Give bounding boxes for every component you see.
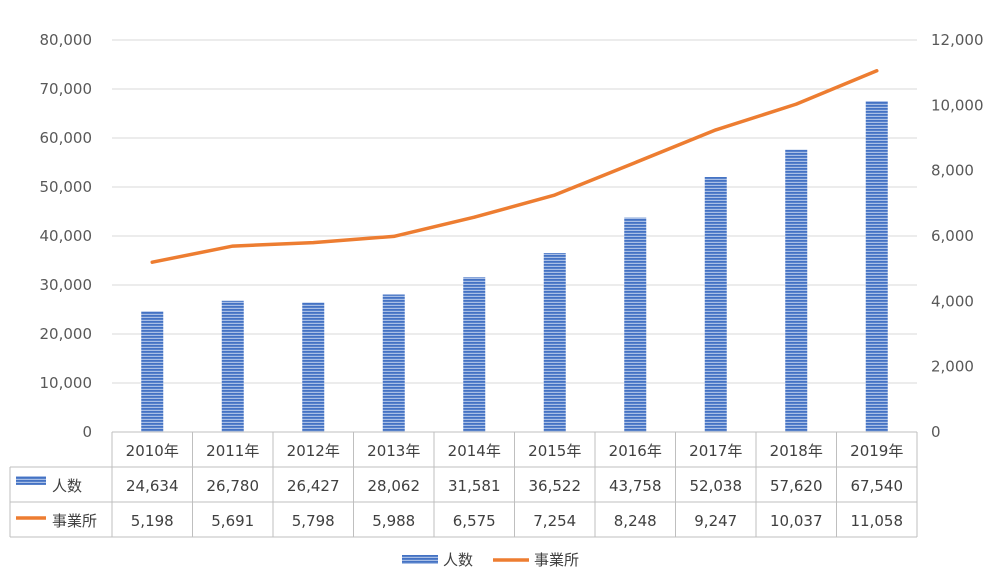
line-point (231, 244, 235, 248)
y2-tick-label: 2,000 (931, 358, 974, 376)
table-cell-count: 43,758 (609, 477, 662, 495)
line-point (392, 234, 396, 238)
y-tick-label: 50,000 (40, 178, 93, 196)
table-cell-count: 31,581 (448, 477, 501, 495)
category-label: 2013年 (367, 442, 420, 460)
category-label: 2019年 (850, 442, 903, 460)
y2-tick-label: 8,000 (931, 162, 974, 180)
legend-key-bar (402, 555, 438, 564)
category-label: 2016年 (609, 442, 662, 460)
line-point (875, 69, 879, 73)
line-series (150, 69, 879, 264)
table-row-header: 人数 (52, 477, 82, 495)
line-point (714, 128, 718, 132)
bar (865, 101, 888, 432)
table-cell-count: 67,540 (851, 477, 904, 495)
table-row-header: 事業所 (52, 512, 97, 530)
y-tick-label: 80,000 (40, 31, 93, 49)
legend-label: 人数 (443, 551, 473, 569)
y-tick-label: 60,000 (40, 129, 93, 147)
category-label: 2018年 (770, 442, 823, 460)
bar (141, 311, 164, 432)
data-table: 2010年 2011年 2012年 2013年 2014年 2015年 2016年 2017年… (9, 431, 918, 538)
line-point (472, 215, 476, 219)
y2-tick-label: 0 (931, 423, 941, 441)
table-cell-offices: 10,037 (770, 512, 823, 530)
table-key-bar (16, 476, 46, 485)
y-axis-left: 0 10,000 20,000 30,000 40,000 50,000 60,000 70,… (40, 31, 93, 441)
bar (221, 300, 244, 432)
y-tick-label: 70,000 (40, 80, 93, 98)
y-tick-label: 10,000 (40, 374, 93, 392)
line-point (794, 102, 798, 106)
category-label: 2015年 (528, 442, 581, 460)
table-cell-count: 28,062 (368, 477, 421, 495)
y-tick-label: 40,000 (40, 227, 93, 245)
line-point (553, 193, 557, 197)
category-label: 2011年 (206, 442, 259, 460)
y2-tick-label: 10,000 (931, 96, 984, 114)
table-cell-count: 26,427 (287, 477, 340, 495)
table-cell-offices: 7,254 (533, 512, 576, 530)
table-cell-count: 24,634 (126, 477, 179, 495)
bar (543, 253, 566, 432)
series-line (150, 69, 879, 264)
table-cell-offices: 8,248 (614, 512, 657, 530)
line-point (311, 241, 315, 245)
category-label: 2012年 (287, 442, 340, 460)
bar (785, 149, 808, 433)
line-point (150, 260, 154, 264)
y2-tick-label: 6,000 (931, 227, 974, 245)
table-cell-offices: 11,058 (851, 512, 904, 530)
y-tick-label: 0 (82, 423, 92, 441)
category-label: 2017年 (689, 442, 742, 460)
bar-series (141, 101, 888, 433)
table-cell-count: 36,522 (529, 477, 582, 495)
bar (302, 302, 325, 432)
table-cell-offices: 5,198 (131, 512, 174, 530)
table-cell-count: 26,780 (207, 477, 260, 495)
category-label: 2014年 (448, 442, 501, 460)
table-cell-count: 52,038 (690, 477, 743, 495)
y-tick-label: 20,000 (40, 325, 93, 343)
table-cell-offices: 5,988 (372, 512, 415, 530)
y-axis-right: 0 2,000 4,000 6,000 8,000 10,000 12,000 (931, 31, 984, 441)
y2-tick-label: 4,000 (931, 292, 974, 310)
bar (624, 217, 647, 432)
table-cell-offices: 6,575 (453, 512, 496, 530)
y2-tick-label: 12,000 (931, 31, 984, 49)
legend: 人数 事業所 (402, 551, 579, 569)
bar (463, 277, 486, 432)
legend-label: 事業所 (534, 551, 579, 569)
bar (704, 177, 727, 432)
table-cell-offices: 9,247 (694, 512, 737, 530)
gridlines (112, 39, 917, 384)
line-point (633, 161, 637, 165)
table-cell-count: 57,620 (770, 477, 823, 495)
bar (382, 294, 405, 432)
table-cell-offices: 5,798 (292, 512, 335, 530)
category-label: 2010年 (126, 442, 179, 460)
y-tick-label: 30,000 (40, 276, 93, 294)
table-cell-offices: 5,691 (211, 512, 254, 530)
